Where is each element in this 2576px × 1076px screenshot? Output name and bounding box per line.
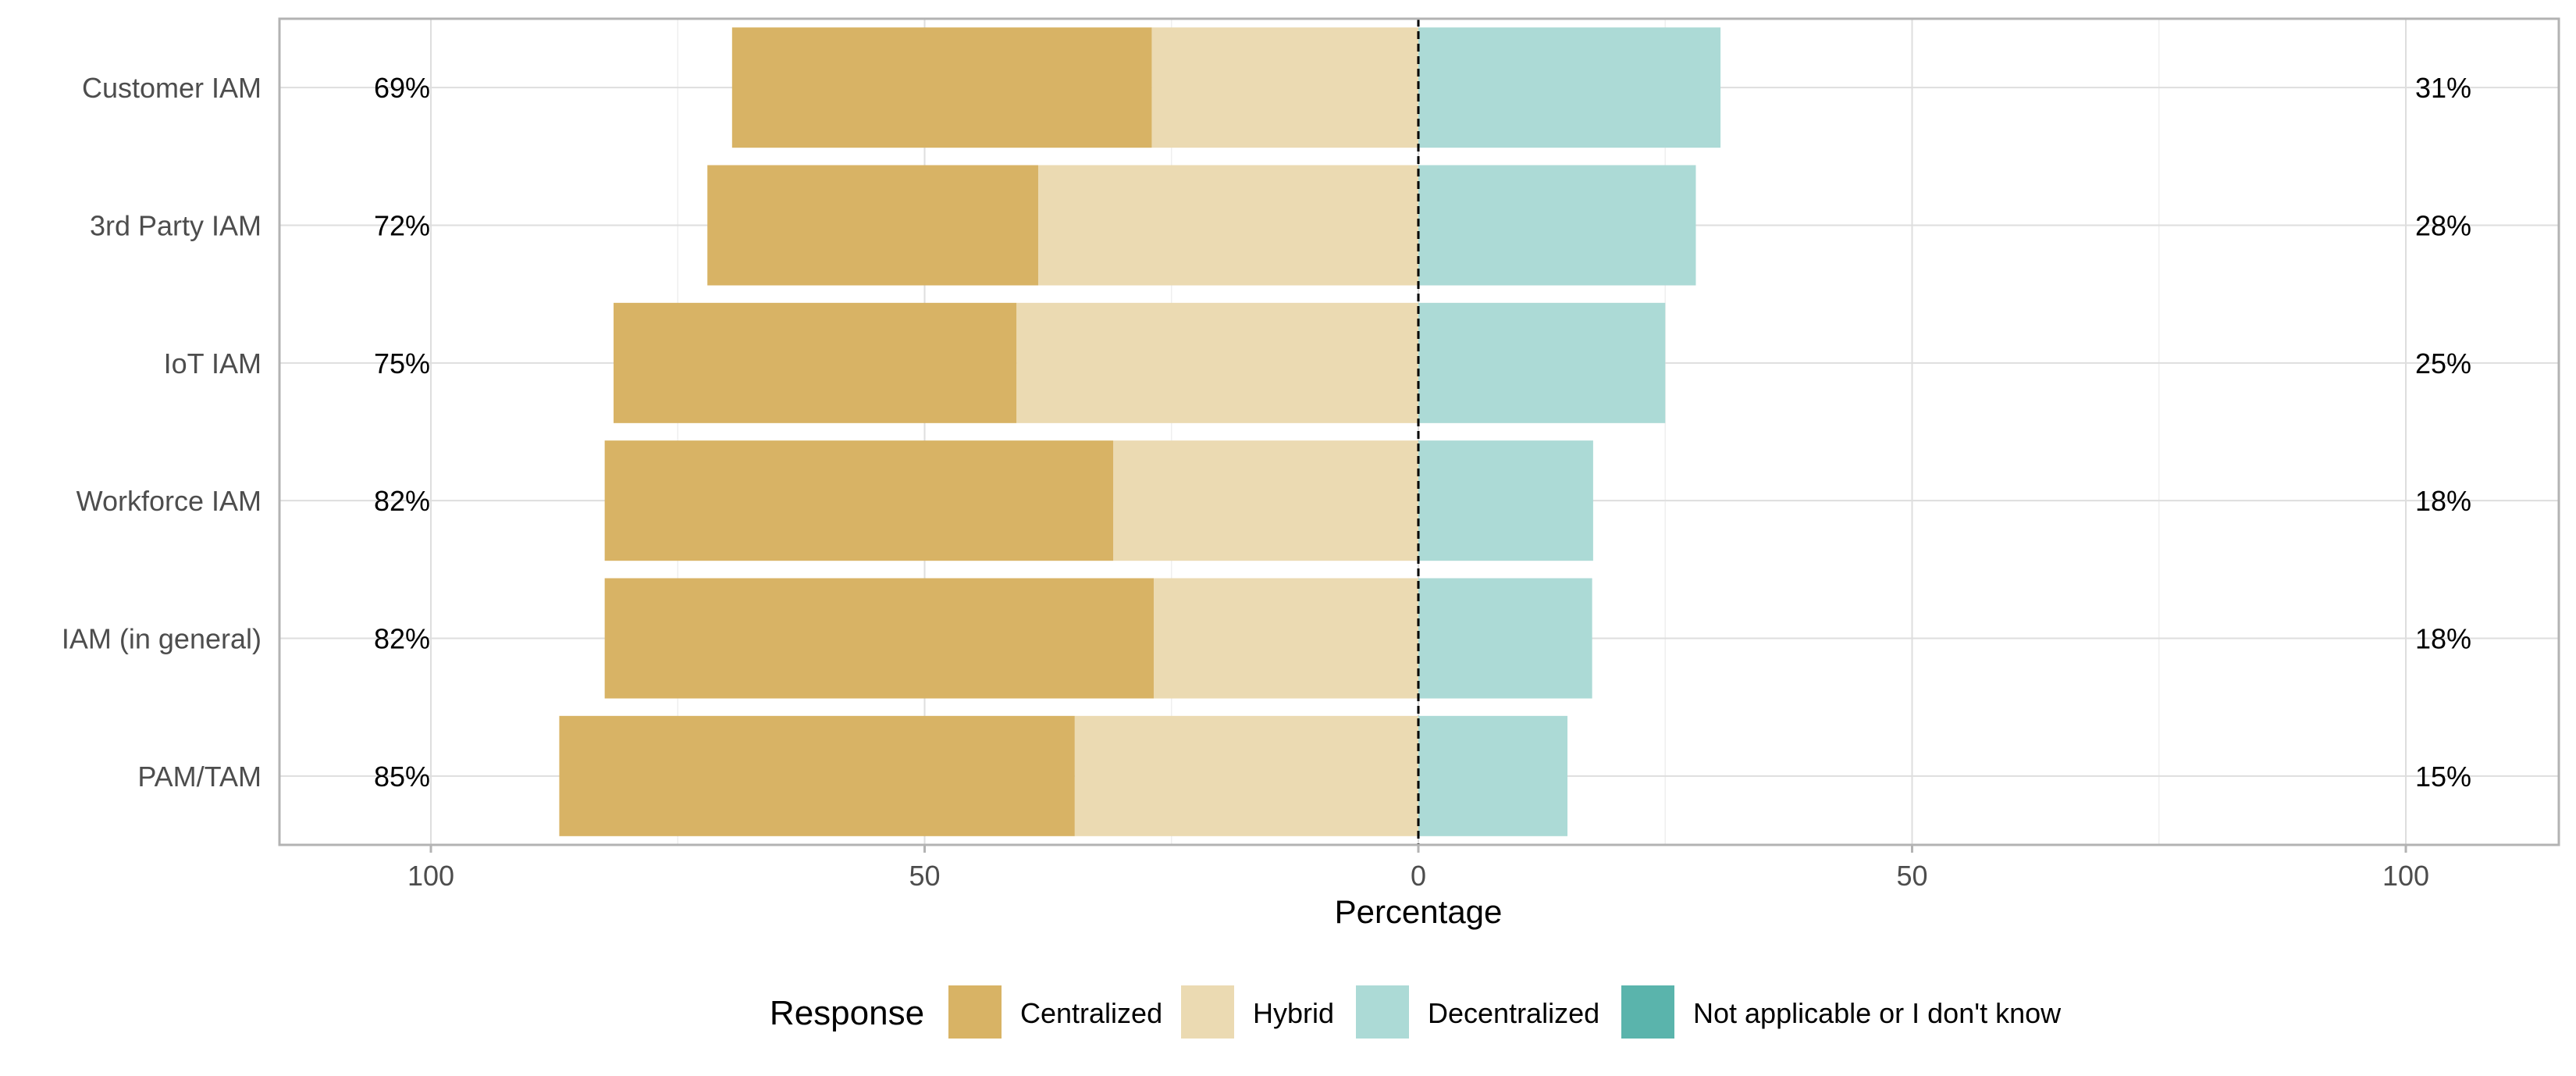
bar-decentralized	[1418, 302, 1666, 423]
bars	[559, 27, 1721, 836]
bar-centralized	[559, 715, 1075, 836]
bar-centralized	[604, 440, 1114, 561]
bar-centralized	[614, 302, 1017, 423]
x-tick-label: 50	[909, 860, 940, 892]
left-total-label: 72%	[374, 210, 430, 242]
bar-centralized	[731, 27, 1152, 148]
category-label: Workforce IAM	[76, 485, 262, 517]
left-total-label: 75%	[374, 347, 430, 379]
bar-hybrid	[1113, 440, 1418, 561]
bar-hybrid	[1037, 165, 1418, 286]
category-label: PAM/TAM	[137, 761, 262, 793]
left-total-label: 82%	[374, 485, 430, 517]
legend-label: Hybrid	[1253, 997, 1334, 1029]
x-tick-label: 50	[1896, 860, 1927, 892]
legend-key-centralized	[948, 985, 1002, 1039]
bar-hybrid	[1074, 715, 1418, 836]
bar-hybrid	[1016, 302, 1418, 423]
right-total-label: 25%	[2415, 347, 2471, 379]
bar-decentralized	[1418, 27, 1721, 148]
left-total-label: 69%	[374, 72, 430, 104]
category-label: Customer IAM	[82, 72, 262, 104]
bar-hybrid	[1151, 27, 1418, 148]
category-label: IAM (in general)	[62, 623, 262, 655]
legend-label: Not applicable or I don't know	[1693, 997, 2062, 1029]
right-total-label: 18%	[2415, 623, 2471, 655]
x-tick-label: 0	[1411, 860, 1426, 892]
legend-key-decentralized	[1356, 985, 1409, 1039]
x-tick-label: 100	[2382, 860, 2429, 892]
legend-key-not-applicable-or-i-don-t-know	[1621, 985, 1674, 1039]
legend-key-hybrid	[1181, 985, 1234, 1039]
right-total-label: 31%	[2415, 72, 2471, 104]
legend-label: Centralized	[1020, 997, 1162, 1029]
x-axis-ticks: 100 50 0 50 100	[407, 845, 2429, 892]
x-axis-title: Percentage	[1335, 893, 1503, 930]
bar-centralized	[707, 165, 1038, 286]
left-total-label: 82%	[374, 623, 430, 655]
total-labels: 69% 72% 75% 82% 82% 85% 31% 28% 25% 18% 18% 15%	[374, 72, 2471, 793]
bar-decentralized	[1418, 440, 1593, 561]
category-labels: Customer IAM 3rd Party IAM IoT IAM Workforc…	[62, 72, 262, 793]
legend-label: Decentralized	[1428, 997, 1599, 1029]
legend: Response Centralized Hybrid Decentralized No…	[770, 985, 2062, 1039]
right-total-label: 18%	[2415, 485, 2471, 517]
category-label: 3rd Party IAM	[90, 210, 262, 242]
legend-title: Response	[770, 994, 924, 1032]
right-total-label: 28%	[2415, 210, 2471, 242]
bar-decentralized	[1418, 578, 1592, 699]
category-label: IoT IAM	[164, 347, 262, 379]
right-total-label: 15%	[2415, 761, 2471, 793]
x-tick-label: 100	[407, 860, 454, 892]
bar-hybrid	[1153, 578, 1418, 699]
left-total-label: 85%	[374, 761, 430, 793]
bar-decentralized	[1418, 715, 1568, 836]
bar-decentralized	[1418, 165, 1696, 286]
bar-centralized	[604, 578, 1154, 699]
